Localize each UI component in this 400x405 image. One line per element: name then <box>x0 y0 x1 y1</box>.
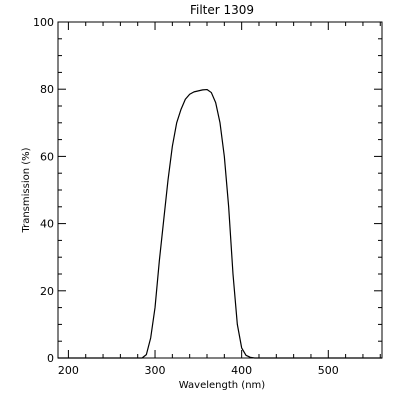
y-tick-label: 20 <box>40 285 54 298</box>
x-axis-ticks: 200 300 400 500 <box>58 22 381 377</box>
transmission-curve <box>58 88 382 359</box>
y-tick-label: 0 <box>47 352 54 365</box>
x-axis-label: Wavelength (nm) <box>179 380 265 391</box>
y-tick-label: 80 <box>40 83 54 96</box>
chart-title: Filter 1309 <box>190 3 254 17</box>
y-tick-label: 40 <box>40 218 54 231</box>
y-tick-label: 60 <box>40 150 54 163</box>
plot-frame <box>57 21 383 359</box>
x-tick-label: 300 <box>145 364 166 377</box>
series-layer <box>58 88 382 359</box>
y-axis-label: Transmission (%) <box>21 147 32 233</box>
x-tick-label: 500 <box>318 364 339 377</box>
x-tick-label: 200 <box>58 364 79 377</box>
y-axis-ticks: 0 20 40 60 80 100 <box>33 16 382 365</box>
x-tick-label: 400 <box>231 364 252 377</box>
y-tick-label: 100 <box>33 16 54 29</box>
